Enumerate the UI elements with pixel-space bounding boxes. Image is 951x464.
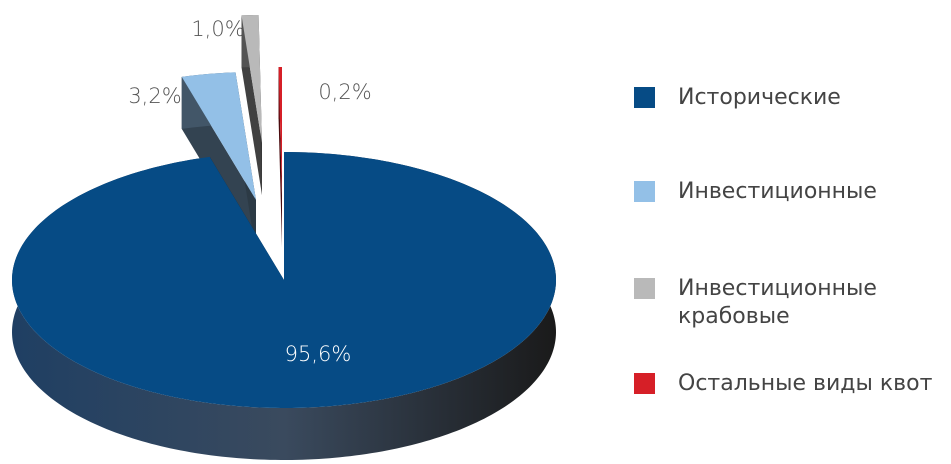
legend-swatch [634, 181, 655, 202]
legend-swatch [634, 373, 655, 394]
legend-item: Инвестиционные крабовые [634, 275, 908, 331]
data-label: 0,2% [318, 80, 371, 104]
legend-item: Остальные виды квот [634, 370, 932, 398]
slice-top [241, 15, 262, 143]
legend-swatch [634, 278, 655, 299]
data-label: 1,0% [191, 17, 244, 41]
pie-slice [12, 152, 556, 460]
legend-label: Исторические [678, 85, 841, 110]
legend-swatch [634, 87, 655, 108]
slice-top [12, 152, 556, 408]
pie-slice [278, 67, 282, 248]
data-label: 95,6% [285, 342, 352, 366]
legend-label: Инвестиционные [678, 179, 877, 204]
legend-item: Исторические [634, 84, 841, 112]
legend-label: Остальные виды квот [678, 371, 933, 396]
pie-slice [241, 15, 262, 196]
legend-label: Инвестиционные крабовые [678, 276, 877, 329]
legend-item: Инвестиционные [634, 178, 877, 206]
slice-top [278, 67, 282, 195]
slice-top [181, 72, 256, 200]
data-label: 3,2% [128, 84, 181, 108]
pie-area: 95,6% 3,2% 1,0% 0,2% [12, 15, 556, 460]
